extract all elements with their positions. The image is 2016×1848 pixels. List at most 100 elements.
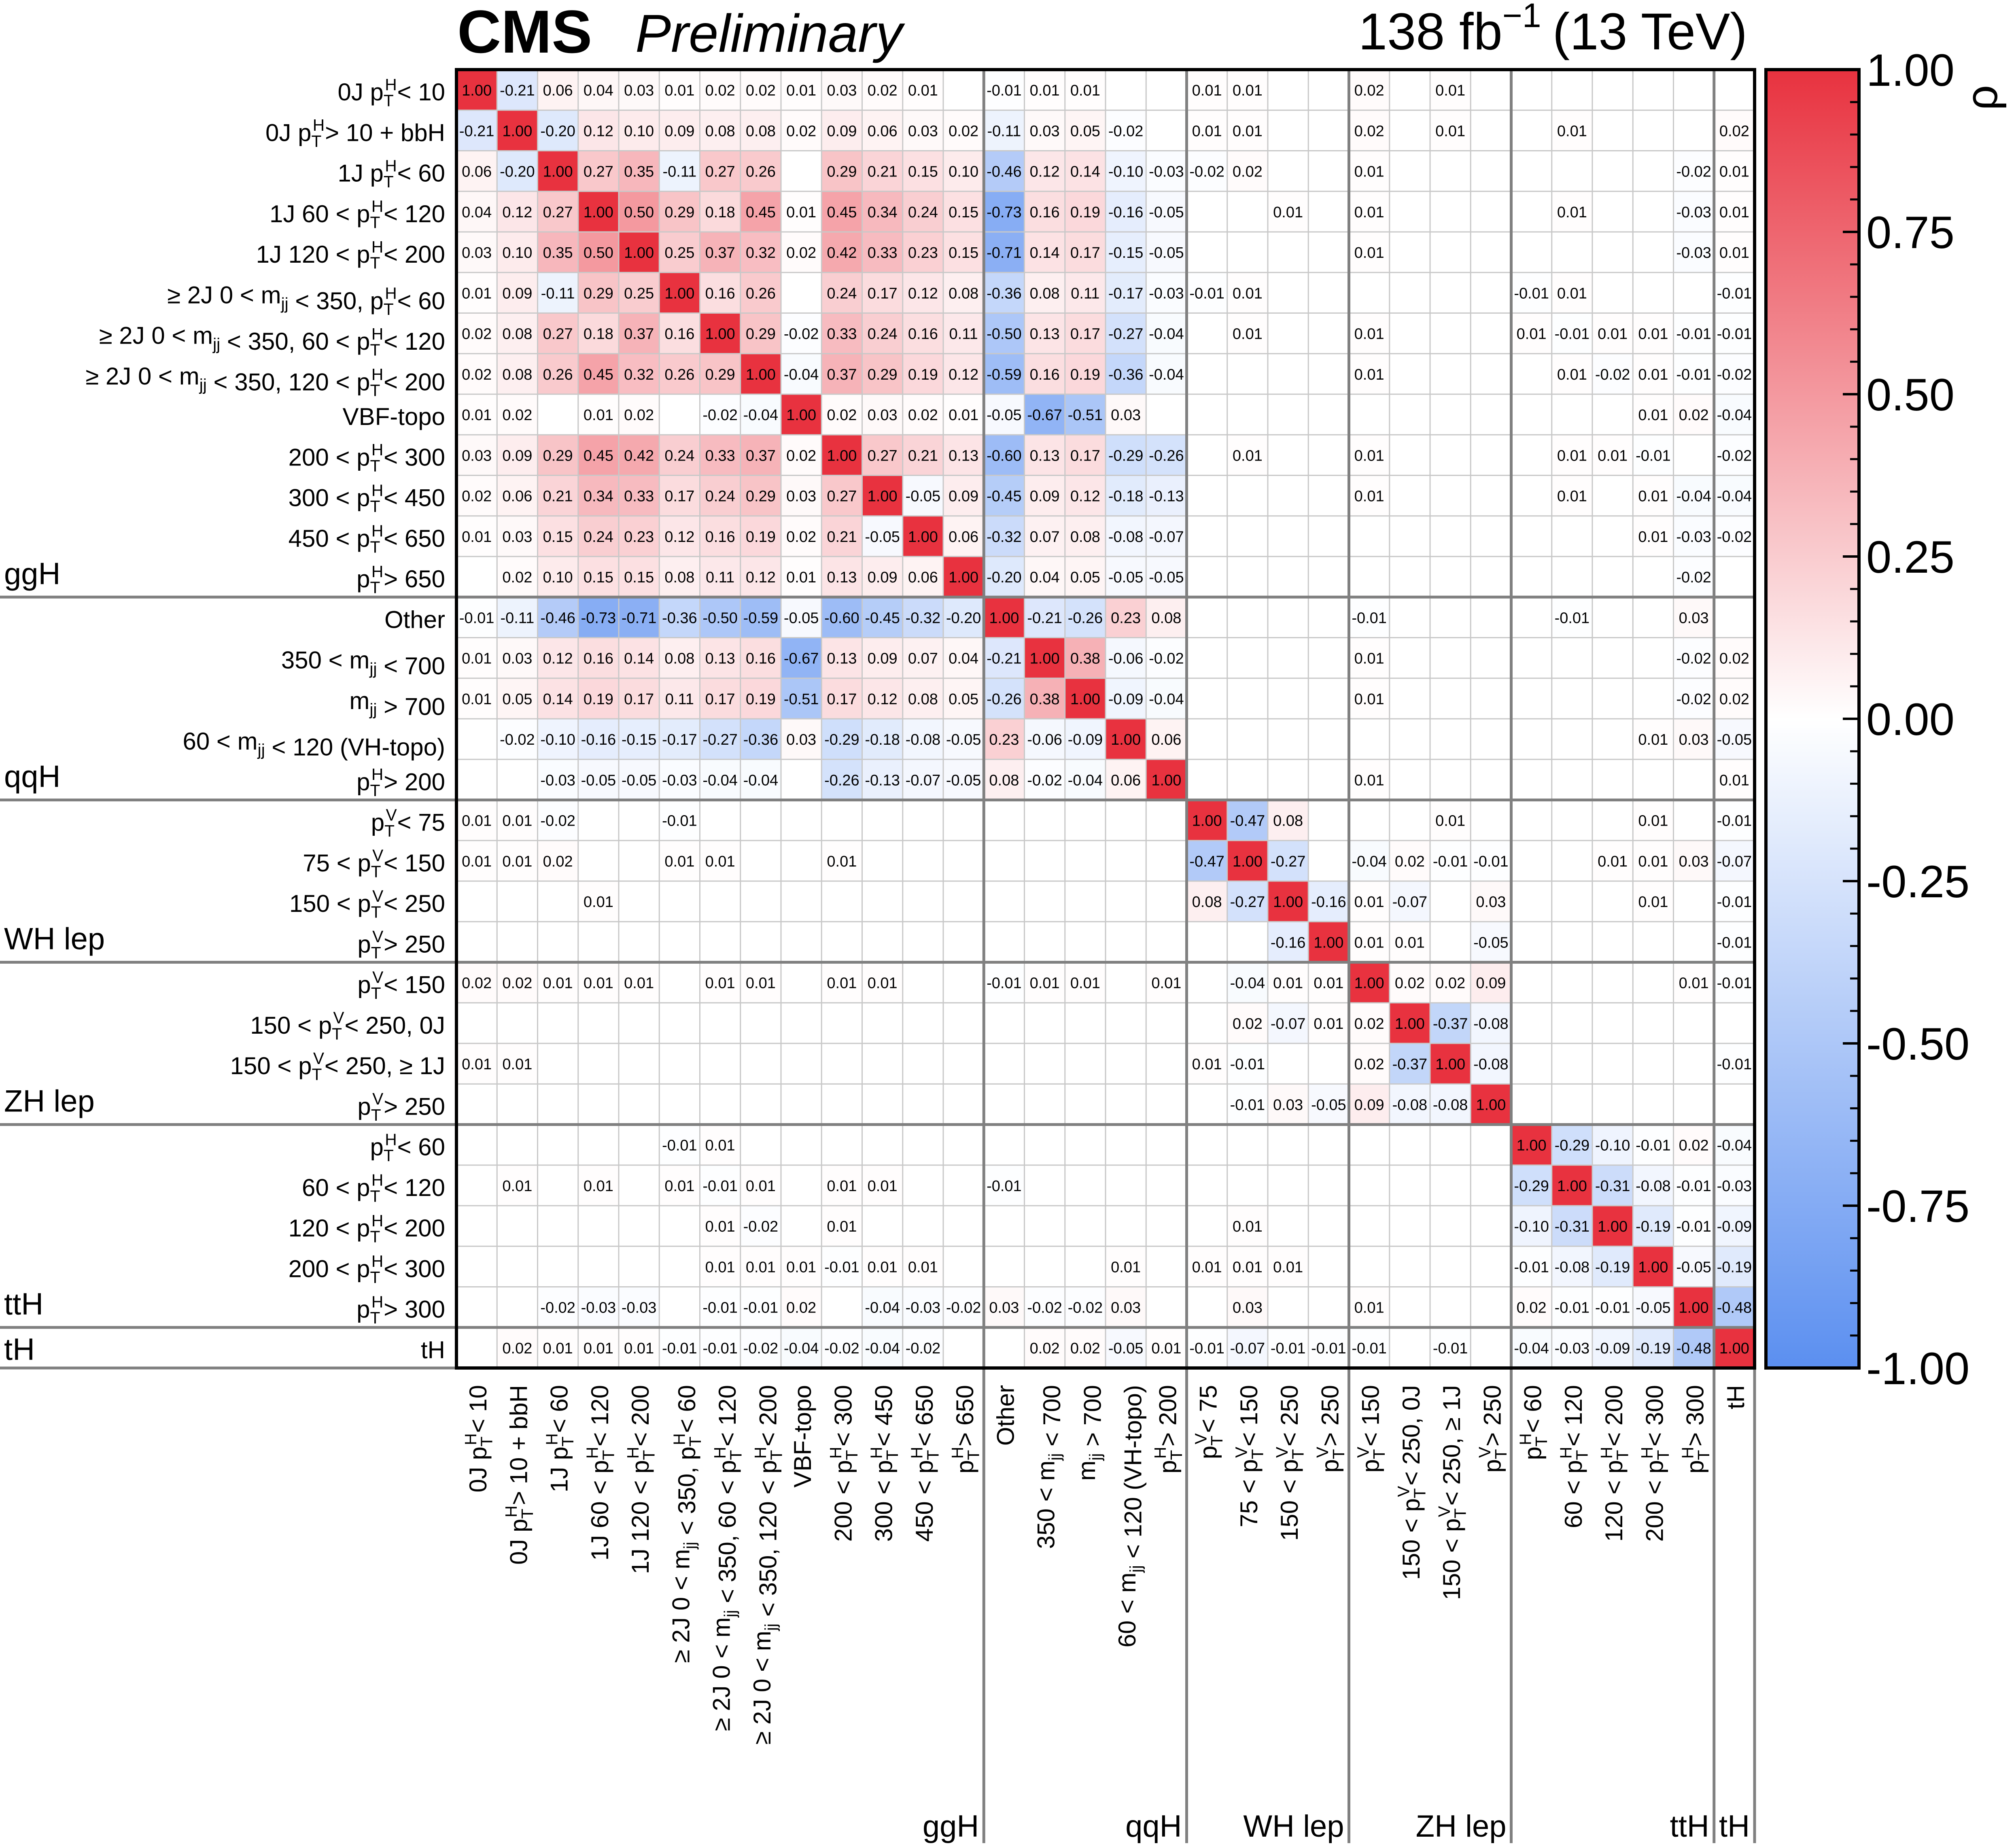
heatmap-cell bbox=[1633, 1124, 1674, 1166]
cell-value-label: 0.19 bbox=[908, 366, 938, 383]
heatmap-cell bbox=[1349, 678, 1390, 719]
cell-value-label: 0.08 bbox=[705, 123, 735, 140]
heatmap-cell bbox=[1227, 1003, 1268, 1044]
heatmap-cell bbox=[578, 435, 619, 476]
heatmap-cell bbox=[619, 557, 660, 597]
cell-value-label: 0.24 bbox=[664, 447, 694, 464]
heatmap-cell bbox=[619, 191, 660, 232]
heatmap-cell bbox=[700, 1124, 741, 1166]
heatmap-cell bbox=[456, 678, 497, 719]
heatmap-cell bbox=[1511, 313, 1552, 354]
cell-value-label: -0.02 bbox=[1027, 772, 1062, 789]
cell-value-label: -0.07 bbox=[1717, 853, 1752, 870]
heatmap-cell bbox=[781, 637, 822, 679]
y-axis-group-labels: ggH qqH WH lep ZH lep ttH tH bbox=[4, 557, 105, 1367]
heatmap-cell bbox=[740, 151, 781, 192]
heatmap-cell bbox=[1227, 151, 1268, 192]
cell-value-label: 0.01 bbox=[705, 1218, 735, 1235]
cell-value-label: -0.01 bbox=[1189, 1340, 1224, 1357]
heatmap-cell bbox=[1065, 110, 1106, 151]
cell-value-label: -0.06 bbox=[1108, 650, 1144, 667]
cell-value-label: 0.01 bbox=[502, 1178, 532, 1195]
heatmap-cell bbox=[497, 191, 538, 232]
heatmap-cell bbox=[659, 353, 700, 395]
cell-value-label: 1.00 bbox=[1395, 1015, 1425, 1032]
heatmap-cell bbox=[659, 475, 700, 516]
colorbar-tick-label: -0.50 bbox=[1866, 1019, 1969, 1069]
cell-value-label: 0.01 bbox=[1354, 894, 1384, 911]
heatmap-cell bbox=[619, 394, 660, 435]
cell-value-label: -0.08 bbox=[906, 731, 941, 748]
cell-value-label: 0.08 bbox=[908, 691, 938, 708]
cell-value-label: 0.03 bbox=[1273, 1096, 1303, 1113]
cell-value-label: 0.15 bbox=[949, 204, 978, 221]
heatmap-cell bbox=[902, 272, 944, 314]
cell-value-label: -0.46 bbox=[540, 610, 575, 627]
heatmap-cell bbox=[578, 313, 619, 354]
x-tick-label: 150 < pTV < 250 bbox=[1273, 1385, 1307, 1541]
cell-value-label: -0.01 bbox=[1514, 285, 1549, 302]
x-group-label: WH lep bbox=[1243, 1809, 1344, 1844]
cell-value-label: 0.08 bbox=[1192, 894, 1222, 911]
heatmap-cell bbox=[1430, 1084, 1471, 1125]
heatmap-cell bbox=[619, 232, 660, 273]
cell-value-label: -0.36 bbox=[987, 285, 1022, 302]
cell-value-label: -0.02 bbox=[906, 1340, 941, 1357]
heatmap-cell bbox=[1430, 800, 1471, 841]
cell-value-label: -0.04 bbox=[865, 1340, 900, 1357]
heatmap-cell bbox=[1349, 1327, 1390, 1368]
cell-value-label: 0.29 bbox=[868, 366, 898, 383]
heatmap-cell bbox=[1227, 840, 1268, 882]
cell-value-label: 1.00 bbox=[624, 244, 654, 261]
y-group-label: WH lep bbox=[4, 922, 105, 956]
cell-value-label: 0.01 bbox=[624, 1340, 654, 1357]
heatmap-cell bbox=[1633, 1206, 1674, 1247]
y-tick-label: mjj > 700 bbox=[349, 687, 445, 720]
cell-value-label: 0.01 bbox=[1233, 285, 1263, 302]
heatmap-cell bbox=[1471, 1084, 1512, 1125]
heatmap-cell bbox=[740, 475, 781, 516]
heatmap-cell bbox=[537, 516, 579, 557]
cell-value-label: -0.01 bbox=[1352, 610, 1387, 627]
cell-value-label: -0.32 bbox=[987, 529, 1022, 546]
cell-value-label: 0.02 bbox=[1070, 1340, 1100, 1357]
heatmap-cell bbox=[943, 272, 984, 314]
cell-value-label: 0.01 bbox=[1354, 488, 1384, 505]
heatmap-cell bbox=[781, 719, 822, 760]
heatmap-cell bbox=[740, 272, 781, 314]
x-tick-label: 60 < pTH < 120 bbox=[1557, 1385, 1592, 1528]
heatmap-cell bbox=[1389, 922, 1430, 963]
cell-value-label: 0.12 bbox=[746, 569, 776, 586]
heatmap-cell bbox=[1268, 881, 1309, 922]
heatmap-cell bbox=[659, 70, 700, 110]
cell-value-label: -0.08 bbox=[1473, 1056, 1509, 1073]
cell-value-label: 0.01 bbox=[1557, 366, 1587, 383]
heatmap-cell bbox=[700, 475, 741, 516]
cell-value-label: 0.06 bbox=[908, 569, 938, 586]
cell-value-label: 1.00 bbox=[1719, 1340, 1749, 1357]
x-axis-group-labels: ggH qqH WH lep ZH lep ttH tH bbox=[923, 1809, 1750, 1844]
heatmap-cell bbox=[1106, 272, 1146, 314]
heatmap-cell bbox=[497, 962, 538, 1003]
cell-value-label: 0.03 bbox=[868, 407, 898, 424]
status-label: Preliminary bbox=[635, 4, 905, 63]
cell-value-label: -0.01 bbox=[1189, 285, 1224, 302]
heatmap-cell bbox=[1106, 110, 1146, 151]
cell-value-label: -0.08 bbox=[1433, 1096, 1468, 1113]
cell-value-label: -0.07 bbox=[1230, 1340, 1265, 1357]
heatmap-cell bbox=[740, 557, 781, 597]
heatmap-cell bbox=[862, 1327, 903, 1368]
cell-value-label: 0.16 bbox=[584, 650, 613, 667]
cell-value-label: 0.03 bbox=[1679, 853, 1709, 870]
x-tick-label: pTV < 75 bbox=[1191, 1385, 1226, 1459]
heatmap-cell bbox=[497, 516, 538, 557]
heatmap-cell bbox=[537, 191, 579, 232]
cell-value-label: -0.67 bbox=[784, 650, 819, 667]
heatmap-cell bbox=[456, 597, 497, 638]
heatmap-cell bbox=[619, 70, 660, 110]
cell-value-label: 0.14 bbox=[624, 650, 654, 667]
cell-value-label: 0.25 bbox=[624, 285, 654, 302]
cell-value-label: 0.01 bbox=[664, 1178, 694, 1195]
heatmap-cell bbox=[1186, 70, 1228, 110]
heatmap-cell bbox=[1024, 962, 1065, 1003]
